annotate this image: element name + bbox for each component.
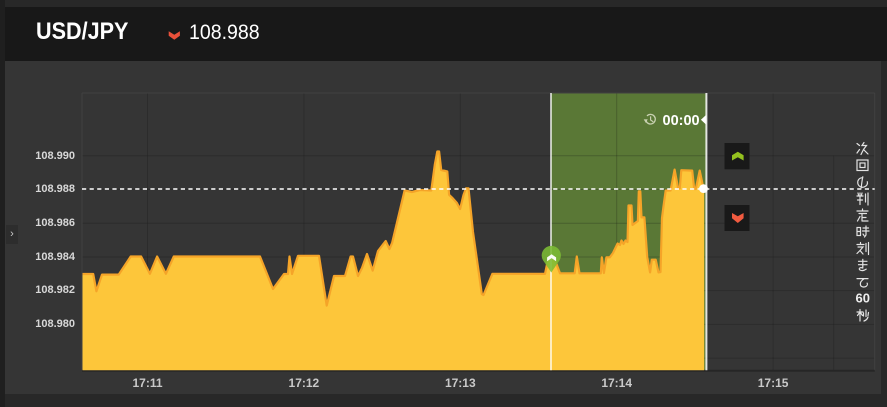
svg-text:60: 60 (856, 291, 870, 306)
